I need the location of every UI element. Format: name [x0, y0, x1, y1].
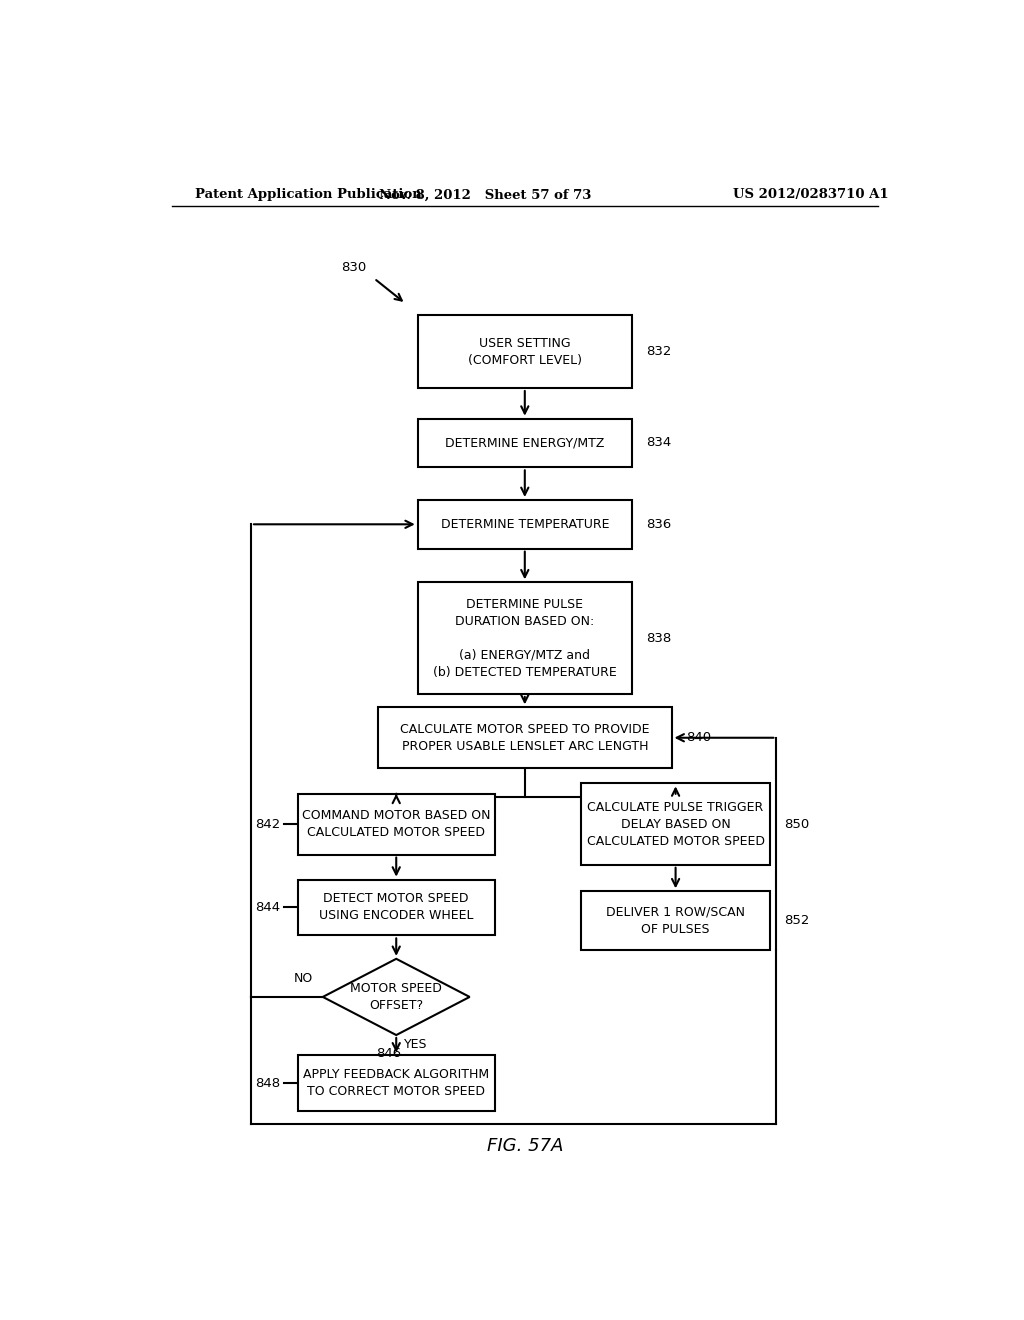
- Text: 844: 844: [255, 902, 281, 913]
- FancyBboxPatch shape: [298, 1056, 495, 1111]
- Text: YES: YES: [404, 1038, 428, 1051]
- Text: 846: 846: [376, 1047, 400, 1060]
- FancyBboxPatch shape: [298, 879, 495, 936]
- Text: 836: 836: [646, 517, 672, 531]
- Text: USER SETTING
(COMFORT LEVEL): USER SETTING (COMFORT LEVEL): [468, 337, 582, 367]
- Text: CALCULATE PULSE TRIGGER
DELAY BASED ON
CALCULATED MOTOR SPEED: CALCULATE PULSE TRIGGER DELAY BASED ON C…: [587, 801, 765, 847]
- Text: 830: 830: [341, 260, 366, 273]
- Text: NO: NO: [294, 972, 313, 985]
- Text: CALCULATE MOTOR SPEED TO PROVIDE
PROPER USABLE LENSLET ARC LENGTH: CALCULATE MOTOR SPEED TO PROVIDE PROPER …: [400, 723, 649, 752]
- FancyBboxPatch shape: [418, 582, 632, 694]
- Text: 840: 840: [686, 731, 711, 744]
- Text: DELIVER 1 ROW/SCAN
OF PULSES: DELIVER 1 ROW/SCAN OF PULSES: [606, 906, 745, 936]
- Text: 842: 842: [255, 817, 281, 830]
- Text: 838: 838: [646, 632, 672, 644]
- Text: DETERMINE PULSE
DURATION BASED ON:

(a) ENERGY/MTZ and
(b) DETECTED TEMPERATURE: DETERMINE PULSE DURATION BASED ON: (a) E…: [433, 598, 616, 678]
- FancyBboxPatch shape: [418, 418, 632, 467]
- FancyBboxPatch shape: [418, 315, 632, 388]
- Text: 832: 832: [646, 345, 672, 358]
- Text: COMMAND MOTOR BASED ON
CALCULATED MOTOR SPEED: COMMAND MOTOR BASED ON CALCULATED MOTOR …: [302, 809, 490, 840]
- Text: 850: 850: [784, 817, 810, 830]
- Text: 848: 848: [255, 1077, 281, 1090]
- Text: DETERMINE TEMPERATURE: DETERMINE TEMPERATURE: [440, 517, 609, 531]
- Text: FIG. 57A: FIG. 57A: [486, 1138, 563, 1155]
- Text: Nov. 8, 2012   Sheet 57 of 73: Nov. 8, 2012 Sheet 57 of 73: [379, 189, 591, 202]
- Text: US 2012/0283710 A1: US 2012/0283710 A1: [733, 189, 888, 202]
- Text: MOTOR SPEED
OFFSET?: MOTOR SPEED OFFSET?: [350, 982, 442, 1012]
- FancyBboxPatch shape: [298, 793, 495, 854]
- Polygon shape: [323, 958, 470, 1035]
- FancyBboxPatch shape: [582, 784, 770, 865]
- Text: DETECT MOTOR SPEED
USING ENCODER WHEEL: DETECT MOTOR SPEED USING ENCODER WHEEL: [319, 892, 473, 923]
- Text: APPLY FEEDBACK ALGORITHM
TO CORRECT MOTOR SPEED: APPLY FEEDBACK ALGORITHM TO CORRECT MOTO…: [303, 1068, 489, 1098]
- Text: DETERMINE ENERGY/MTZ: DETERMINE ENERGY/MTZ: [445, 437, 604, 450]
- FancyBboxPatch shape: [582, 891, 770, 950]
- FancyBboxPatch shape: [378, 708, 672, 768]
- Text: 834: 834: [646, 437, 672, 450]
- Text: 852: 852: [784, 915, 810, 927]
- Text: Patent Application Publication: Patent Application Publication: [196, 189, 422, 202]
- FancyBboxPatch shape: [418, 500, 632, 549]
